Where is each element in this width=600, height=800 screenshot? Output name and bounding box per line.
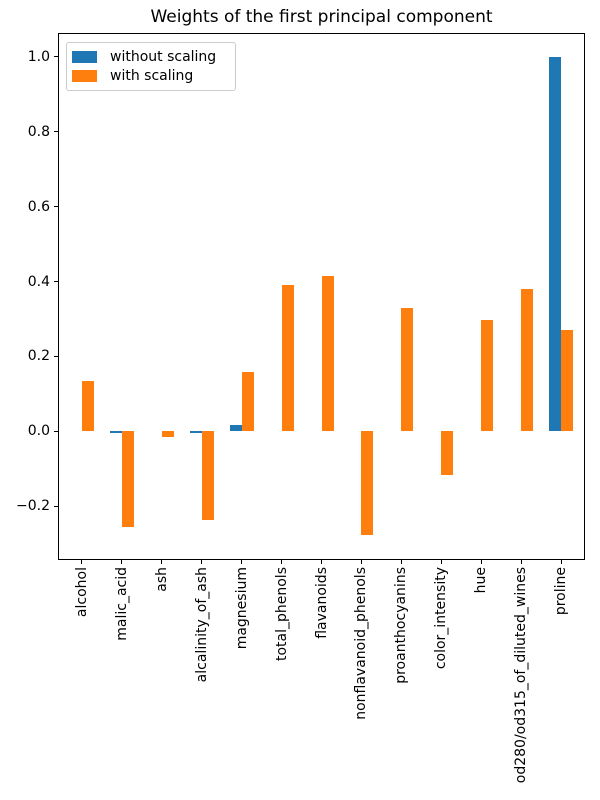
y-tick-label: 0.2 [27,348,50,365]
x-tick-mark [360,560,362,564]
x-tick-label: magnesium [233,567,250,650]
legend-label: without scaling [110,49,217,65]
legend-label: with scaling [110,68,194,84]
y-tick-label: 0.6 [27,198,50,215]
y-tick-mark [54,430,58,432]
x-tick-mark [81,560,83,564]
legend-entry-without-scaling: without scaling [72,48,227,66]
x-tick-label: alcohol [73,567,90,618]
bar-without-scaling [229,424,242,432]
y-tick-label: 0.0 [27,423,50,440]
bar-with-scaling [321,276,334,432]
x-tick-label: hue [473,567,490,594]
y-tick-mark [54,131,58,133]
x-tick-mark [480,560,482,564]
x-tick-label: od280/od315_of_diluted_wines [513,567,530,784]
x-tick-mark [321,560,322,564]
bar-with-scaling [241,372,254,432]
bar-with-scaling [281,284,294,432]
x-tick-mark [161,560,163,564]
bar-without-scaling [189,431,202,434]
x-tick-mark [201,560,203,564]
x-tick-mark [281,560,283,564]
bar-without-scaling [549,56,562,432]
legend-entry-with-scaling: with scaling [72,67,227,85]
bar-with-scaling [441,431,454,475]
x-tick-label: proline [553,567,570,616]
bar-with-scaling [81,381,94,432]
y-tick-label: 1.0 [27,48,50,65]
bar-with-scaling [521,289,534,432]
y-tick-mark [54,505,58,507]
y-tick-label: 0.4 [27,273,50,290]
x-tick-label: flavanoids [313,567,330,639]
x-tick-mark [560,560,562,564]
y-tick-mark [54,281,58,283]
legend: without scaling with scaling [66,42,236,91]
x-tick-label: color_intensity [433,567,450,670]
x-tick-mark [400,560,402,564]
bar-with-scaling [161,431,174,437]
y-tick-mark [54,206,58,208]
x-tick-label: malic_acid [113,567,130,641]
bar-with-scaling [561,329,574,432]
y-tick-label: −0.2 [16,498,50,515]
x-tick-label: nonflavanoid_phenols [353,567,370,720]
y-tick-mark [54,355,58,357]
chart-title: Weights of the first principal component [150,7,493,27]
x-tick-label: total_phenols [273,567,290,662]
bar-with-scaling [401,308,414,432]
x-tick-label: alcalinity_of_ash [193,567,210,683]
x-tick-mark [520,560,522,564]
x-tick-mark [440,560,442,564]
bar-with-scaling [361,431,374,536]
bar-with-scaling [121,431,134,527]
x-tick-label: proanthocyanins [393,567,410,684]
legend-swatch-with-scaling [72,70,97,82]
bar-without-scaling [109,431,122,433]
y-tick-mark [54,56,58,58]
legend-swatch-without-scaling [72,51,97,63]
bar-with-scaling [201,431,214,520]
x-tick-label: ash [153,567,170,592]
x-tick-mark [241,560,243,564]
x-tick-mark [121,560,123,564]
y-tick-label: 0.8 [27,123,50,140]
bar-with-scaling [481,319,494,432]
